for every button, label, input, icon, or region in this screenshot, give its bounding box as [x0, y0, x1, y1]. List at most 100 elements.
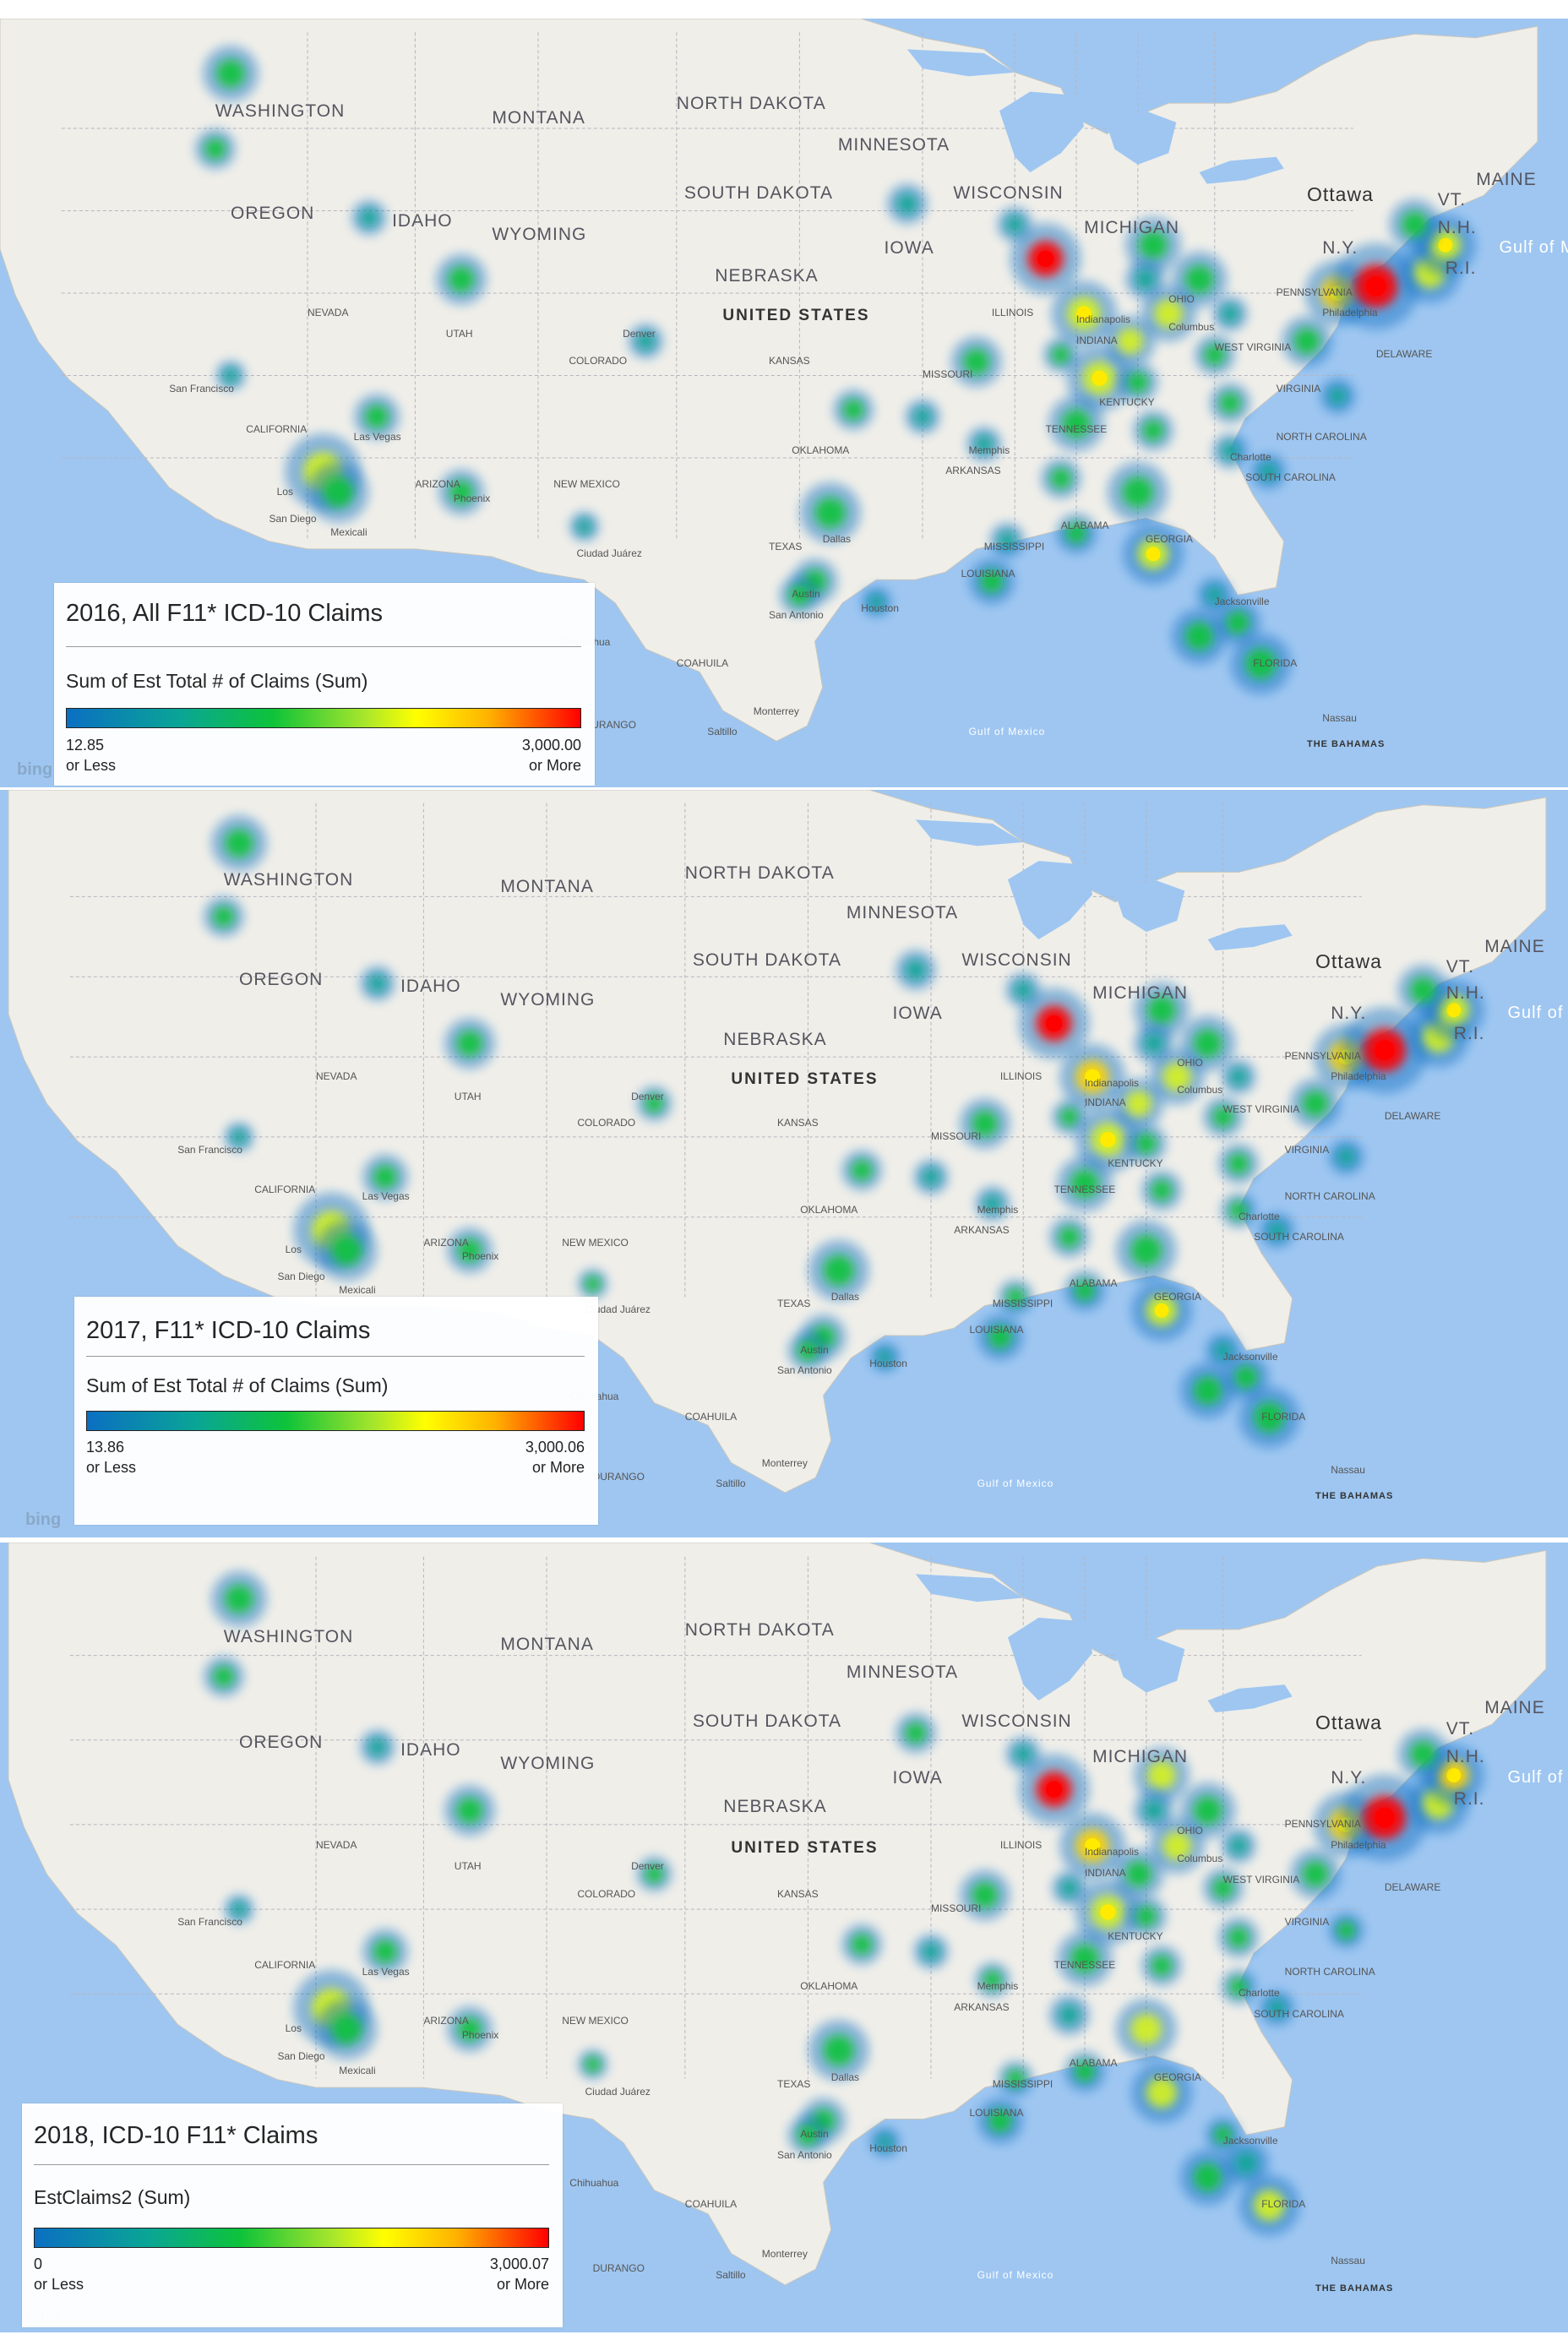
- heat-spot: [1162, 1063, 1191, 1091]
- bing-logo: bing: [25, 1510, 62, 1529]
- map-label-nevada: NEVADA: [316, 1069, 357, 1082]
- heat-core: [1076, 306, 1092, 322]
- map-label-gulf-maine: Gulf of Maine: [1507, 1003, 1568, 1022]
- heat-spot: [1228, 1927, 1249, 1948]
- heat-spot: [1185, 622, 1214, 650]
- heat-spot: [331, 2014, 362, 2045]
- legend-divider: [86, 1356, 585, 1357]
- heat-core: [1045, 1781, 1063, 1798]
- legend-min-value: 0: [34, 2256, 43, 2272]
- map-label-houston: Houston: [869, 2141, 907, 2154]
- map-label-charlotte: Charlotte: [1239, 1986, 1280, 1999]
- map-label-oklahoma: OKLAHOMA: [792, 444, 850, 456]
- heat-spot: [1185, 265, 1214, 294]
- map-label-jacksonville: Jacksonville: [1214, 595, 1270, 607]
- map-label-indiana: INDIANA: [1076, 334, 1118, 346]
- map-label-gulf-mexico: Gulf of Mexico: [977, 2268, 1054, 2281]
- heat-spot: [449, 481, 473, 504]
- map-label-nassau: Nassau: [1331, 1464, 1365, 1477]
- map-label-jacksonville: Jacksonville: [1222, 2135, 1278, 2147]
- heat-spot: [213, 1666, 234, 1687]
- map-label-pennsylvania: PENNSYLVANIA: [1284, 1817, 1361, 1830]
- map-label-coahuila: COAHUILA: [684, 2198, 738, 2211]
- map-label-utah: UTAH: [454, 1859, 482, 1872]
- map-label-vt: VT.: [1446, 956, 1475, 977]
- heat-spot: [449, 266, 474, 292]
- heat-spot: [1052, 346, 1070, 364]
- heat-spot: [1328, 387, 1347, 405]
- heat-core: [1375, 1807, 1395, 1828]
- map-label-georgia: GEORGIA: [1153, 1290, 1201, 1303]
- heat-spot: [972, 1111, 998, 1137]
- heat-spot: [868, 594, 885, 610]
- heat-spot: [963, 349, 989, 375]
- heat-spot: [852, 1934, 873, 1955]
- legend-min-note: or Less: [86, 1459, 137, 1476]
- map-label-illinois: ILLINOIS: [999, 1069, 1043, 1082]
- map-panel-2016[interactable]: WASHINGTON MONTANA NORTH DAKOTA MINNESOTA SO…: [0, 19, 1568, 787]
- map-label-las-vegas: Las Vegas: [362, 1965, 410, 1978]
- heat-spot: [988, 1325, 1012, 1349]
- map-label-north-dakota: NORTH DAKOTA: [684, 1619, 835, 1640]
- heat-spot: [585, 2056, 601, 2072]
- map-label-indianapolis: Indianapolis: [1076, 313, 1131, 326]
- great-lake: [1008, 1617, 1093, 1701]
- map-label-philadelphia: Philadelphia: [1322, 307, 1378, 319]
- map-label-north-carolina: NORTH CAROLINA: [1276, 430, 1367, 443]
- map-label-california: CALIFORNIA: [254, 1958, 316, 1971]
- map-label-ohio: OHIO: [1168, 293, 1195, 305]
- map-panel-2017[interactable]: WASHINGTON MONTANA NORTH DAKOTA MINNESOTA SO…: [0, 790, 1568, 1537]
- map-label-pennsylvania: PENNSYLVANIA: [1276, 286, 1353, 298]
- map-label-montana: MONTANA: [500, 1634, 594, 1654]
- map-label-san-antonio: San Antonio: [777, 2148, 832, 2161]
- great-lake: [1207, 1684, 1293, 1713]
- legend-max: 3,000.00 or More: [522, 735, 581, 775]
- heat-spot: [972, 1882, 998, 1908]
- map-label-coahuila: COAHUILA: [676, 656, 729, 669]
- legend-subtitle: Sum of Est Total # of Claims (Sum): [66, 670, 368, 692]
- heat-spot: [1135, 1133, 1157, 1154]
- heat-spot: [1147, 1760, 1176, 1789]
- map-label-dallas: Dallas: [822, 533, 852, 546]
- map-label-idaho: IDAHO: [392, 210, 453, 231]
- heat-spot: [998, 531, 1016, 549]
- map-label-north-dakota: NORTH DAKOTA: [684, 863, 835, 883]
- map-label-ohio: OHIO: [1177, 1057, 1203, 1069]
- map-label-chihuahua: Chihuahua: [569, 2177, 619, 2190]
- map-label-seattle-area: San Francisco: [177, 1916, 242, 1929]
- heat-spot: [983, 1194, 1002, 1213]
- map-label-new-mexico: NEW MEXICO: [553, 478, 620, 491]
- map-label-iowa: IOWA: [884, 238, 934, 258]
- map-label-ri: R.I.: [1445, 258, 1477, 279]
- heat-spot: [1212, 1107, 1233, 1128]
- heat-spot: [896, 193, 917, 215]
- heat-spot: [988, 2109, 1012, 2133]
- heat-spot: [1194, 1376, 1222, 1405]
- heat-spot: [1050, 468, 1071, 489]
- heat-spot: [789, 585, 810, 606]
- map-label-memphis: Memphis: [977, 1979, 1019, 1992]
- map-label-missouri: MISSOURI: [931, 1129, 982, 1142]
- map-label-missouri: MISSOURI: [931, 1902, 982, 1914]
- map-label-las-vegas: Las Vegas: [353, 430, 401, 443]
- map-label-memphis: Memphis: [977, 1203, 1019, 1216]
- map-label-iowa: IOWA: [892, 1768, 943, 1788]
- map-label-nh: N.H.: [1446, 1747, 1485, 1767]
- map-label-south-dakota: SOUTH DAKOTA: [683, 183, 834, 203]
- legend-max-note: or More: [496, 2276, 549, 2293]
- map-label-idaho: IDAHO: [400, 977, 461, 997]
- heat-spot: [1204, 345, 1225, 366]
- heat-spot: [877, 1349, 893, 1365]
- map-label-wyoming: WYOMING: [500, 990, 596, 1010]
- map-label-nebraska: NEBRASKA: [723, 1030, 827, 1050]
- map-label-south-carolina: SOUTH CAROLINA: [1254, 1230, 1344, 1243]
- map-label-philadelphia: Philadelphia: [1331, 1069, 1386, 1082]
- heat-spot: [1268, 1222, 1286, 1240]
- map-label-columbus: Columbus: [1168, 320, 1215, 333]
- map-label-illinois: ILLINOIS: [999, 1838, 1043, 1851]
- map-label-arkansas: ARKANSAS: [954, 1223, 1010, 1236]
- heat-spot: [1152, 1955, 1172, 1976]
- heat-core: [1438, 237, 1453, 253]
- legend-min-note: or Less: [66, 757, 117, 774]
- heat-spot: [1228, 1153, 1249, 1174]
